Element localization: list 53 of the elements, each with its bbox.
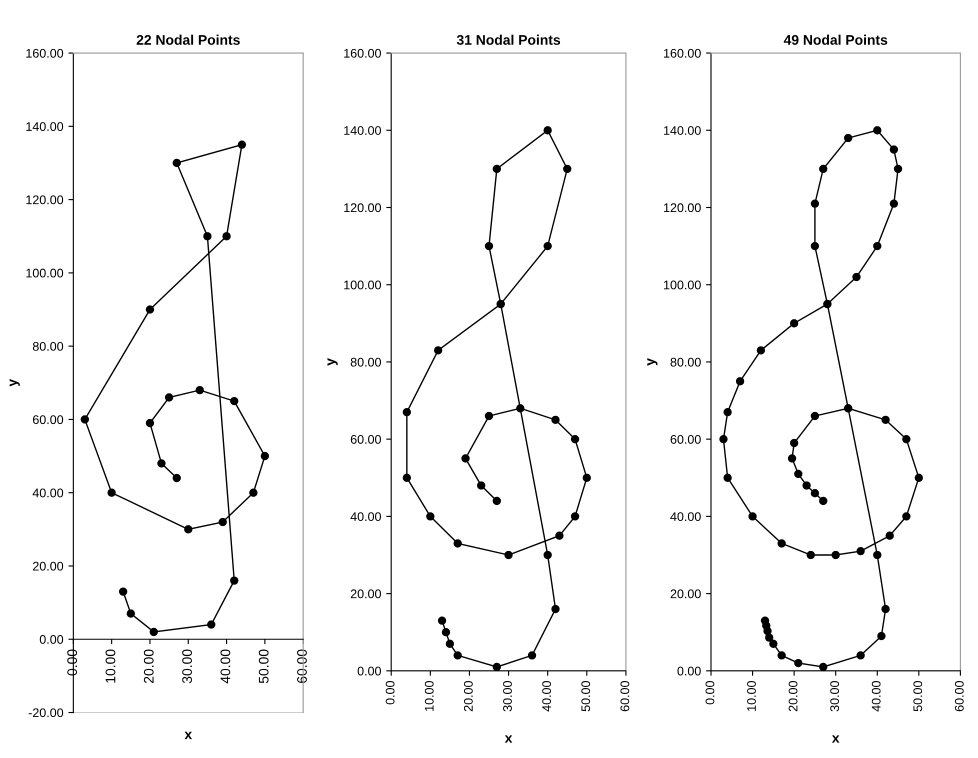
y-tick-label: 40.00 xyxy=(32,488,64,498)
y-axis-title: y xyxy=(327,358,338,366)
x-axis-title: x xyxy=(832,735,840,743)
x-tick-label: 40.00 xyxy=(542,681,552,712)
y-tick-label: 60.00 xyxy=(670,434,701,444)
chart-title: 31 Nodal Points xyxy=(456,34,560,45)
y-tick-label: 80.00 xyxy=(670,358,701,367)
x-tick-label: 10.00 xyxy=(747,681,756,711)
y-tick-label: 100.00 xyxy=(664,280,701,290)
y-tick-label: 100.00 xyxy=(344,280,381,290)
x-tick-label: 20.00 xyxy=(144,650,154,684)
x-tick-label: 30.00 xyxy=(830,681,840,712)
x-tick-label: 30.00 xyxy=(503,681,512,712)
x-tick-label: 30.00 xyxy=(182,650,192,684)
y-tick-label: 100.00 xyxy=(26,268,64,278)
y-axis-title: y xyxy=(10,379,20,387)
x-tick-label: 60.00 xyxy=(954,681,964,712)
x-tick-label: 10.00 xyxy=(424,681,434,711)
x-tick-label: 20.00 xyxy=(788,681,798,712)
y-tick-label: 20.00 xyxy=(32,562,64,571)
y-axis-title: y xyxy=(647,358,658,366)
x-tick-label: 60.00 xyxy=(620,681,630,712)
y-tick-label: 120.00 xyxy=(664,203,701,212)
y-tick-label: -20.00 xyxy=(28,708,64,718)
y-tick-label: 120.00 xyxy=(344,203,381,212)
x-tick-label: 50.00 xyxy=(258,650,269,684)
x-axis-title: x xyxy=(504,735,512,743)
x-tick-label: 50.00 xyxy=(913,681,922,712)
x-tick-label: 50.00 xyxy=(581,681,590,712)
y-tick-label: 20.00 xyxy=(350,589,381,598)
y-tick-label: 160.00 xyxy=(26,48,64,58)
y-tick-label: 120.00 xyxy=(26,195,64,204)
y-tick-label: 140.00 xyxy=(344,126,381,135)
y-tick-label: 80.00 xyxy=(32,342,64,351)
y-tick-label: 140.00 xyxy=(26,122,64,131)
y-tick-label: 40.00 xyxy=(670,512,701,522)
chart-title: 49 Nodal Points xyxy=(784,34,888,45)
y-tick-label: 60.00 xyxy=(32,415,64,424)
y-tick-label: 20.00 xyxy=(670,589,701,598)
x-axis-title: x xyxy=(184,732,192,740)
chart-title: 22 Nodal Points xyxy=(136,34,240,45)
y-tick-label: 160.00 xyxy=(344,48,381,58)
x-tick-label: 40.00 xyxy=(220,650,230,684)
y-tick-label: 60.00 xyxy=(350,434,381,444)
x-tick-label: 40.00 xyxy=(872,681,881,712)
y-tick-label: 140.00 xyxy=(664,126,701,135)
x-tick-label: 20.00 xyxy=(464,681,473,712)
y-tick-label: 160.00 xyxy=(664,48,701,58)
y-tick-label: 80.00 xyxy=(350,358,381,367)
y-tick-label: 0.00 xyxy=(40,635,64,644)
x-tick-label: 10.00 xyxy=(106,650,116,683)
y-tick-label: 40.00 xyxy=(350,512,381,522)
x-tick-label: 60.00 xyxy=(297,650,307,684)
